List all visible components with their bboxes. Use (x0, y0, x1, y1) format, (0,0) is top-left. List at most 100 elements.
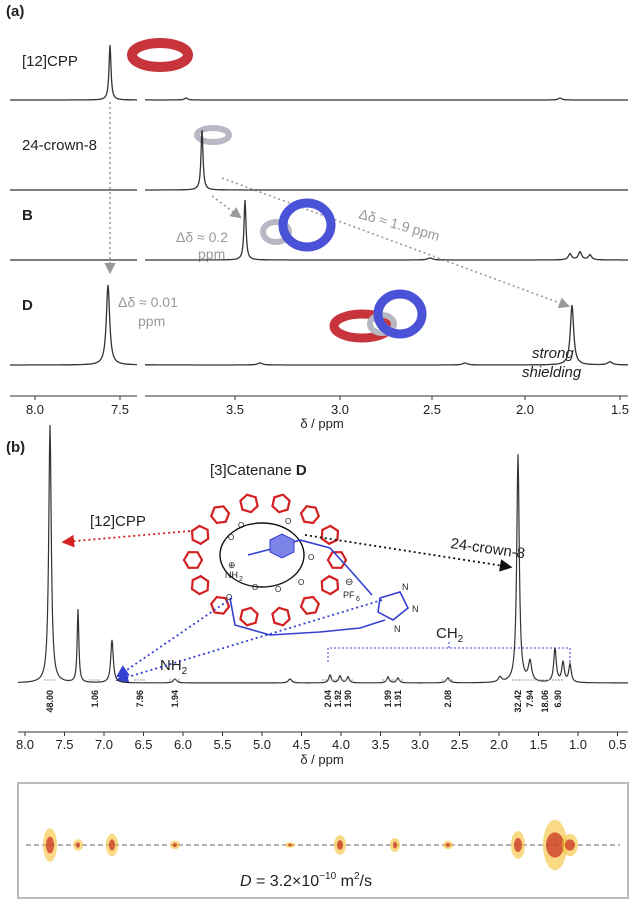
integral: 6.90 (553, 690, 563, 708)
dosy-peak (546, 832, 564, 858)
spectrum-label: 24-crown-8 (22, 137, 97, 154)
dosy-peak (173, 842, 177, 848)
integral: 2.08 (443, 690, 453, 708)
arrows (104, 102, 571, 309)
ch: CH (436, 625, 458, 642)
x-tick-label: 1.0 (569, 737, 587, 752)
annotation: strong (532, 345, 574, 362)
annotation: [12]CPP (90, 513, 146, 530)
integral: 32.42 (513, 690, 523, 713)
annotation: shielding (522, 364, 582, 381)
charge: ⊖ (345, 577, 353, 588)
atom: N (402, 582, 409, 592)
dosy-frame (17, 782, 629, 899)
dosy-peak (46, 836, 54, 854)
atom: O (275, 585, 281, 594)
x-tick-label: 7.5 (111, 402, 129, 417)
integral: 7.96 (135, 690, 145, 708)
ring-unit (271, 493, 291, 514)
nh: NH (160, 657, 182, 674)
annotation: CH2 (436, 625, 464, 645)
atom: O (238, 521, 244, 530)
dosy-peak (514, 838, 522, 852)
atom: N (394, 624, 401, 634)
integral: 1.94 (170, 690, 180, 708)
dosy-eq: = 3.2×10 (252, 873, 320, 890)
atom: O (228, 533, 234, 542)
x-tick-label: 3.0 (331, 402, 349, 417)
x-tick-label: 0.5 (608, 737, 626, 752)
ring-unit (190, 524, 210, 546)
ring-unit (320, 574, 340, 596)
ring-unit (299, 595, 321, 615)
spectrum (10, 44, 628, 101)
dosy-peak (446, 842, 450, 848)
x-tick-label: 5.5 (213, 737, 231, 752)
x-tick-label: 8.0 (16, 737, 34, 752)
integral: 1.90 (343, 690, 353, 708)
spectrum-label: [12]CPP (22, 53, 78, 70)
ring-unit (271, 606, 291, 627)
ring-unit (299, 505, 321, 525)
x-tick-label: 2.0 (490, 737, 508, 752)
atom: O (298, 578, 304, 587)
nh-sub: 2 (182, 666, 188, 677)
ring-unit (209, 595, 231, 615)
ring-unit (209, 505, 231, 525)
spectrum (10, 129, 628, 191)
title-text: [3]Catenane (210, 462, 296, 479)
dosy-unit: m (336, 873, 354, 890)
integral: 18.06 (540, 690, 550, 713)
x-tick-label: 6.5 (134, 737, 152, 752)
bracket (327, 642, 571, 662)
dosy-label: D = 3.2×10−10 m2/s (240, 871, 372, 890)
arrows (61, 530, 513, 684)
dosy-peak (288, 843, 292, 847)
integral: 2.04 (323, 690, 333, 708)
integral: 48.00 (45, 690, 55, 713)
panel-label: (b) (6, 439, 25, 456)
dosy-unit-exp: 2 (354, 871, 360, 882)
x-tick-label: 4.5 (292, 737, 310, 752)
integral: 1.06 (90, 690, 100, 708)
spectrum (10, 199, 628, 261)
triazole (377, 591, 410, 621)
molecule-title: [3]Catenane D (210, 462, 307, 479)
x-tick-label: 2.0 (516, 402, 534, 417)
ring-unit (239, 606, 259, 627)
ring-unit (239, 493, 259, 514)
ring-icons (127, 38, 427, 343)
annotation: Δδ ≈ 1.9 ppm (357, 206, 441, 244)
x-tick-label: 2.5 (423, 402, 441, 417)
annotation: 24-crown-8 (449, 535, 526, 562)
ring-unit (182, 551, 204, 569)
crown-ring (219, 522, 305, 588)
x-tick-label: 8.0 (26, 402, 44, 417)
integral: 7.94 (525, 690, 535, 708)
x-tick-label: 6.0 (174, 737, 192, 752)
dosy-peak (565, 839, 575, 851)
ring-unit (326, 551, 348, 569)
dosy-peak (393, 841, 397, 849)
title-bold: D (296, 462, 307, 479)
axis-label: δ / ppm (300, 752, 343, 767)
x-tick-label: 3.0 (411, 737, 429, 752)
dosy-symbol: D (240, 873, 252, 890)
x-tick-label: 5.0 (253, 737, 271, 752)
axis-label: δ / ppm (300, 416, 343, 431)
atom: NH (225, 570, 238, 580)
dosy-exp: −10 (319, 871, 336, 882)
integral: 1.99 (383, 690, 393, 708)
panel-label: (a) (6, 3, 24, 20)
spectrum (18, 424, 628, 684)
x-tick-label: 4.0 (332, 737, 350, 752)
annotation: ppm (198, 246, 225, 262)
x-tick-label: 2.5 (450, 737, 468, 752)
ring-unit (190, 574, 210, 596)
x-tick-label: 3.5 (226, 402, 244, 417)
spectrum-label: D (22, 297, 33, 314)
x-tick-label: 1.5 (611, 402, 629, 417)
atom: O (226, 593, 232, 602)
phenyl (269, 533, 295, 559)
